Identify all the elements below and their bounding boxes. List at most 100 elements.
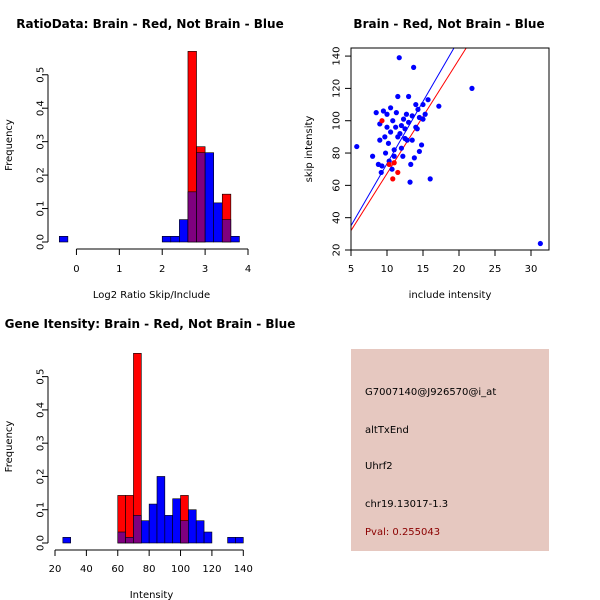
gene-name-text: Uhrf2 (365, 461, 393, 472)
chart2-not-brain-point (390, 118, 396, 124)
chart1-overlap-bar (221, 219, 232, 243)
chart2-x-tick-label: 15 (417, 264, 430, 275)
chart2-not-brain-point (436, 103, 442, 109)
chart1-y-tick-label: 0.5 (36, 67, 47, 83)
chart2-y-tick-label: 120 (332, 79, 343, 98)
chart2-not-brain-point (377, 137, 383, 143)
chart2-not-brain-point (384, 111, 390, 117)
chart2-not-brain-point (407, 179, 413, 185)
chart3-y-tick-label: 0.1 (35, 502, 46, 518)
chart2-not-brain-point (382, 134, 388, 140)
chart2-not-brain-point (420, 101, 426, 108)
chart3-not-brain-bar (62, 537, 71, 544)
chart2-not-brain-point (396, 55, 402, 61)
chart2-not-brain-point (416, 148, 422, 155)
chart1-overlap-bar (196, 152, 206, 243)
chart2-not-brain-point (391, 153, 397, 159)
chart3-not-brain-bar (148, 503, 158, 544)
chart1-x-tick-label: 3 (202, 264, 208, 275)
chart1-y-axis-label: Frequency (4, 119, 15, 171)
chart2-x-tick-label: 5 (348, 264, 354, 275)
chart3-brain-bar (133, 353, 142, 544)
chart2-plot-box (350, 47, 550, 251)
chart2-not-brain-point (398, 122, 404, 129)
chart2-x-axis-label: include intensity (409, 290, 492, 301)
chart1-x-axis-label: Log2 Ratio Skip/Include (93, 290, 210, 301)
chart2-not-brain-point (400, 153, 406, 159)
chart2-not-brain-point (415, 106, 421, 113)
chart2-brain-point (386, 161, 392, 167)
chart2-x-tick-label: 20 (453, 264, 466, 275)
chart2-not-brain-point (409, 113, 415, 119)
chart2-x-tick-label: 10 (381, 264, 394, 275)
chart2-y-tick-label: 20 (332, 244, 343, 257)
chart3-not-brain-bar (141, 520, 150, 544)
chart3-x-tick-label: 140 (234, 564, 253, 575)
chart1-y-tick-label: 0.2 (36, 167, 47, 183)
chart1-title: RatioData: Brain - Red, Not Brain - Blue (16, 17, 283, 31)
chart2-not-brain-point (370, 153, 376, 159)
chart3-y-tick-label: 0.2 (36, 468, 47, 484)
chart3-y-tick-label: 0.4 (36, 402, 47, 418)
chart1-not-brain-bar (170, 236, 180, 243)
chart3-not-brain-bar (172, 498, 181, 544)
chart2-not-brain-point (420, 116, 426, 122)
chart1-overlap-bar (187, 191, 197, 243)
chart2-x-tick-label: 30 (525, 264, 538, 275)
chart1-y-tick-label: 0.4 (36, 100, 47, 116)
chart2-not-brain-point (406, 119, 412, 125)
chart2-not-brain-point (397, 131, 403, 137)
chart3-not-brain-bar (164, 515, 173, 544)
chart3-y-tick-label: 0.5 (36, 369, 47, 385)
chart1-x-tick-label: 2 (159, 264, 165, 275)
chart3-x-tick-label: 20 (49, 564, 62, 575)
chart2-not-brain-point (378, 169, 384, 176)
chart2-title: Brain - Red, Not Brain - Blue (353, 17, 544, 31)
chart2-not-brain-point (414, 126, 420, 132)
chart2-not-brain-point (393, 124, 399, 130)
chart3-not-brain-bar (235, 537, 244, 544)
chart2-not-brain-point (422, 111, 428, 117)
chart2-not-brain-point (400, 116, 407, 122)
chart2-not-brain-point (395, 93, 401, 100)
chart2-y-tick-label: 60 (332, 179, 343, 192)
chart3-overlap-bar (133, 515, 142, 544)
chart3-x-tick-label: 100 (171, 564, 190, 575)
chart2-brain-point (379, 118, 385, 124)
chart1-not-brain-bar (179, 219, 189, 243)
chart2-not-brain-point (388, 129, 394, 135)
chart2-not-brain-fit-line (351, 48, 455, 227)
chart1-not-brain-bar (213, 202, 223, 243)
chart2-y-axis-label: skip intensity (304, 116, 315, 183)
chart3-x-tick-label: 80 (143, 564, 156, 575)
chart2-not-brain-point (425, 97, 431, 103)
chart2-y-tick-label: 100 (332, 111, 343, 130)
chart2-not-brain-point (382, 150, 389, 156)
chart2-y-tick-label: 40 (332, 211, 343, 224)
chart3-not-brain-bar (227, 537, 236, 544)
chart3-brain-bar (125, 495, 134, 544)
chart1-not-brain-bar (161, 236, 172, 243)
chart2-not-brain-point (537, 240, 543, 247)
chart2-not-brain-point (411, 64, 417, 70)
pval-text: Pval: 0.255043 (365, 527, 441, 538)
chart3-title: Gene Itensity: Brain - Red, Not Brain - … (5, 317, 296, 331)
chart2-not-brain-point (427, 176, 433, 182)
chart2-not-brain-point (406, 93, 412, 100)
chart3-x-tick-label: 40 (80, 564, 93, 575)
chart2-brain-point (391, 160, 397, 166)
chart2-not-brain-point (391, 147, 397, 153)
probe-id-text: G7007140@J926570@i_at (365, 387, 497, 398)
chart1-y-tick-label: 0.3 (36, 134, 47, 150)
chart2-not-brain-point (469, 85, 475, 91)
chart3-x-tick-label: 60 (111, 564, 124, 575)
chart1-x-tick-label: 0 (73, 264, 79, 275)
chart2-x-tick-label: 25 (489, 264, 502, 275)
chart3-not-brain-bar (188, 509, 197, 544)
chart2-not-brain-point (413, 101, 419, 108)
chart2-not-brain-point (411, 155, 417, 161)
chart3-not-brain-bar (195, 520, 205, 544)
chart2-not-brain-point (385, 140, 392, 146)
info-panel: G7007140@J926570@i_at altTxEnd Uhrf2 chr… (351, 349, 549, 551)
